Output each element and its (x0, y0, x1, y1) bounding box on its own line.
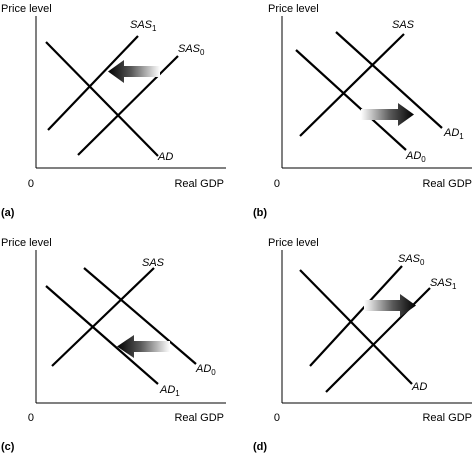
ad-curve (299, 269, 413, 385)
sas1-curve (47, 35, 139, 131)
x-axis-title: Real GDP (174, 178, 224, 190)
ad1-curve-label: AD1 (443, 127, 464, 141)
shift-left-arrow (108, 60, 160, 83)
y-axis-title: Price level (1, 237, 52, 249)
ad-curve-label: AD (411, 381, 427, 393)
panel-b: Price level 0 Real GDP SAS AD0 AD1 (b) (253, 3, 472, 219)
ad1-curve (45, 285, 159, 385)
shift-right-arrow (361, 103, 414, 126)
origin-label: 0 (274, 178, 280, 190)
shift-right-arrow (364, 294, 416, 317)
sas-curve-label: SAS (392, 19, 415, 31)
sas0-curve (309, 265, 403, 367)
panel-label: (d) (253, 441, 267, 453)
sas0-curve-label: SAS0 (398, 253, 425, 267)
ad0-curve (83, 267, 197, 365)
x-axis-title: Real GDP (174, 412, 224, 424)
panel-d: Price level 0 Real GDP AD SAS0 SAS1 (d) (253, 237, 472, 453)
origin-label: 0 (28, 178, 34, 190)
sas-curve (51, 267, 155, 367)
sas0-curve (77, 55, 179, 156)
sas1-curve-label: SAS1 (130, 19, 157, 33)
sas0-curve-label: SAS0 (178, 43, 205, 57)
sas1-curve-label: SAS1 (430, 277, 457, 291)
panel-label: (a) (1, 207, 15, 219)
ad-curve (45, 41, 159, 157)
y-axis-title: Price level (268, 237, 319, 249)
panel-label: (b) (253, 207, 267, 219)
sas-curve (299, 33, 405, 137)
ad0-curve (295, 49, 407, 151)
shift-left-arrow (117, 335, 170, 358)
panel-c: Price level 0 Real GDP SAS AD1 AD0 (c) (1, 237, 226, 453)
ad0-curve-label: AD0 (405, 150, 426, 164)
x-axis-title: Real GDP (422, 178, 472, 190)
origin-label: 0 (274, 412, 280, 424)
sas-curve-label: SAS (142, 257, 165, 269)
y-axis-title: Price level (268, 3, 319, 15)
origin-label: 0 (28, 412, 34, 424)
x-axis-title: Real GDP (422, 412, 472, 424)
ad1-curve (335, 31, 443, 129)
panel-label: (c) (1, 441, 15, 453)
ad1-curve-label: AD1 (159, 384, 180, 398)
panel-a: Price level 0 Real GDP AD SAS1 SAS0 (a) (1, 3, 226, 219)
ad0-curve-label: AD0 (195, 363, 216, 377)
ad-curve-label: AD (157, 151, 173, 163)
y-axis-title: Price level (1, 3, 52, 15)
